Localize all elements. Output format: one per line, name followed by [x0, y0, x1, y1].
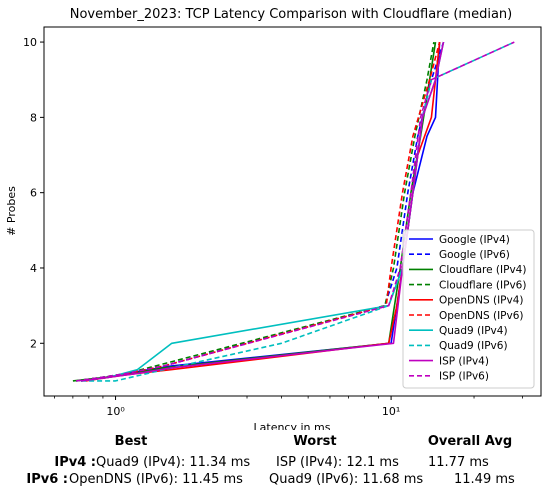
y-tick-label: 10: [23, 36, 37, 49]
y-tick-label: 4: [30, 262, 37, 275]
y-tick-label: 8: [30, 111, 37, 124]
legend-label: Cloudflare (IPv4): [439, 264, 526, 276]
latency-chart: November_2023: TCP Latency Comparison wi…: [5, 7, 542, 430]
legend-label: Google (IPv6): [439, 249, 510, 261]
series-line-opendns-ipv4: [80, 42, 441, 382]
ipv4-avg: 11.77 ms: [428, 455, 489, 470]
legend-label: ISP (IPv4): [439, 355, 489, 367]
series-line-isp-ipv4: [80, 41, 445, 382]
series-line-google-ipv4: [80, 42, 441, 382]
worst-header: Worst: [293, 434, 337, 449]
y-axis-label: # Probes: [5, 186, 18, 236]
x-tick-label: 10¹: [382, 405, 400, 418]
ipv4-best: Quad9 (IPv4): 11.34 ms: [96, 455, 251, 470]
ipv4-worst: ISP (IPv4): 12.1 ms: [276, 455, 399, 470]
x-axis-label: Latency in ms: [254, 421, 331, 430]
ipv6-best: OpenDNS (IPv6): 11.45 ms: [69, 472, 243, 487]
series-line-quad9-ipv6: [81, 41, 515, 382]
legend: Google (IPv4) Google (IPv6) Cloudflare (IP…: [402, 229, 535, 389]
stats-summary: Best Worst Overall Avg IPv4 : Quad9 (IPv…: [0, 428, 548, 496]
legend-label: Quad9 (IPv6): [439, 340, 508, 352]
plot-frame: [43, 26, 542, 397]
legend-label: Google (IPv4): [439, 234, 510, 246]
legend-box: [402, 229, 535, 389]
series-line-opendns-ipv6: [85, 41, 441, 382]
x-tick-label: 10⁰: [106, 405, 125, 418]
ipv4-label: IPv4 :: [54, 455, 96, 470]
legend-label: ISP (IPv6): [439, 371, 489, 383]
ipv6-label: IPv6 :: [26, 472, 68, 487]
legend-label: OpenDNS (IPv6): [439, 310, 524, 322]
y-tick-label: 6: [30, 187, 37, 200]
avg-header: Overall Avg: [427, 434, 513, 449]
legend-label: OpenDNS (IPv4): [439, 295, 524, 307]
series-line-cloudflare-ipv4: [72, 41, 437, 382]
chart-title: November_2023: TCP Latency Comparison wi…: [70, 7, 513, 22]
series-line-quad9-ipv4: [80, 41, 445, 382]
series-line-cloudflare-ipv6: [76, 41, 435, 382]
series-line-google-ipv6: [76, 41, 445, 382]
ipv6-avg: 11.49 ms: [454, 472, 515, 487]
legend-label: Cloudflare (IPv6): [439, 279, 526, 291]
y-tick-label: 2: [30, 337, 37, 350]
series-lines: [72, 41, 515, 382]
best-header: Best: [114, 434, 148, 449]
legend-label: Quad9 (IPv4): [439, 325, 508, 337]
series-line-isp-ipv6: [76, 41, 515, 382]
ipv6-worst: Quad9 (IPv6): 11.68 ms: [269, 472, 424, 487]
